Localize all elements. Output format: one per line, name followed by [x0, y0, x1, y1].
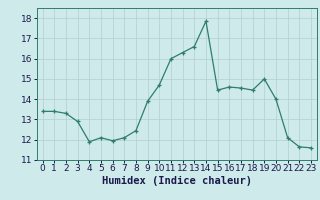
X-axis label: Humidex (Indice chaleur): Humidex (Indice chaleur) [102, 176, 252, 186]
